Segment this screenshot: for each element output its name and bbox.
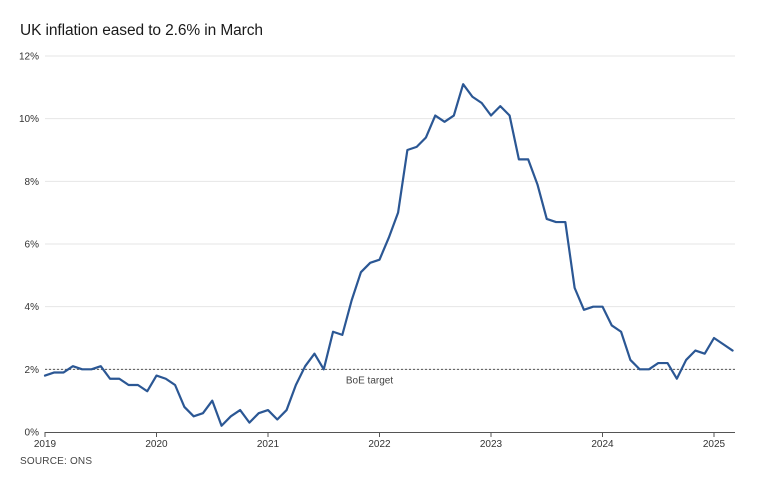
chart-title: UK inflation eased to 2.6% in March [20, 22, 263, 39]
x-tick-label: 2020 [145, 439, 168, 450]
y-axis-ticks: 0% 2% 4% 6% 8% 10% 12% [19, 52, 39, 439]
x-tick-label: 2024 [591, 439, 614, 450]
x-tick-label: 2021 [257, 439, 280, 450]
boe-target-reference: BoE target [45, 368, 735, 386]
y-tick-label: 10% [19, 114, 39, 125]
x-tick-label: 2025 [703, 439, 726, 450]
y-tick-label: 12% [19, 52, 39, 63]
y-tick-label: 8% [25, 177, 40, 188]
y-tick-label: 6% [25, 240, 40, 251]
x-tick-label: 2023 [480, 439, 503, 450]
y-tick-label: 2% [25, 365, 40, 376]
gridlines [45, 55, 735, 370]
x-tick-label: 2022 [368, 439, 391, 450]
cpi-series-line [43, 83, 734, 427]
y-tick-label: 0% [25, 428, 40, 439]
source-note: SOURCE: ONS [20, 456, 93, 467]
x-tick-label: 2019 [34, 439, 57, 450]
y-tick-label: 4% [25, 302, 40, 313]
boe-target-label: BoE target [346, 375, 393, 386]
x-axis-ticks: 2019 2020 2021 2022 2023 2024 2025 [34, 432, 726, 450]
